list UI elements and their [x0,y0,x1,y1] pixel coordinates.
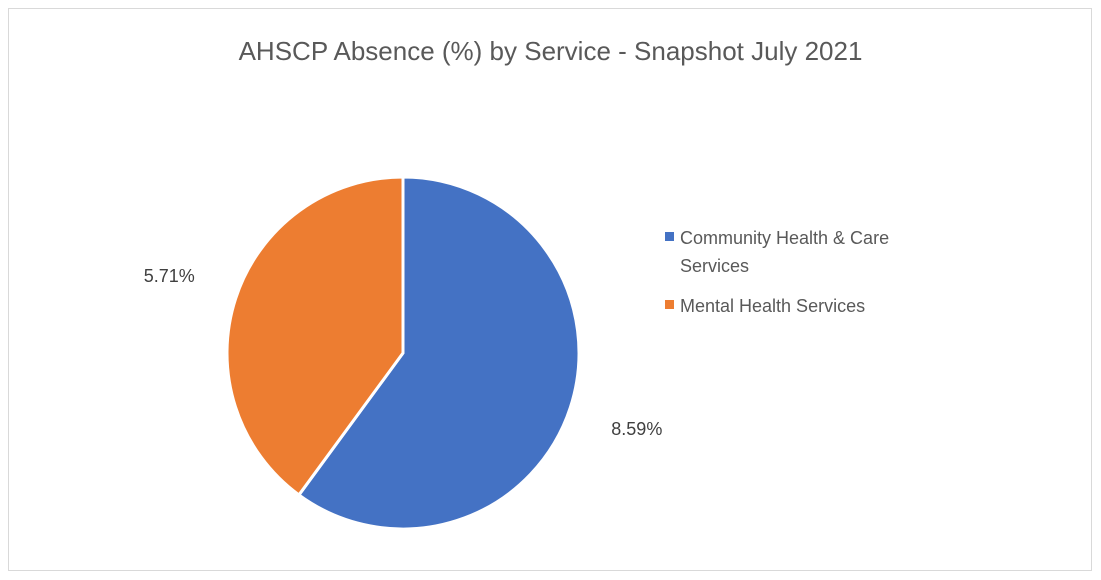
legend: Community Health & Care Services Mental … [665,224,965,332]
pie-slice-mental-health [225,175,405,497]
legend-swatch-community-health [665,232,674,241]
legend-swatch-mental-health [665,300,674,309]
legend-label-community-health: Community Health & Care Services [680,228,890,276]
legend-label-mental-health: Mental Health Services [680,296,866,316]
data-label-mental-health: 5.71% [143,265,195,286]
legend-item-mental-health: Mental Health Services [665,292,965,320]
pie-slice-community-health [297,175,581,531]
data-label-community-health: 8.59% [611,419,663,440]
chart-title: AHSCP Absence (%) by Service - Snapshot … [238,36,863,66]
legend-item-community-health: Community Health & Care Services [665,224,965,280]
